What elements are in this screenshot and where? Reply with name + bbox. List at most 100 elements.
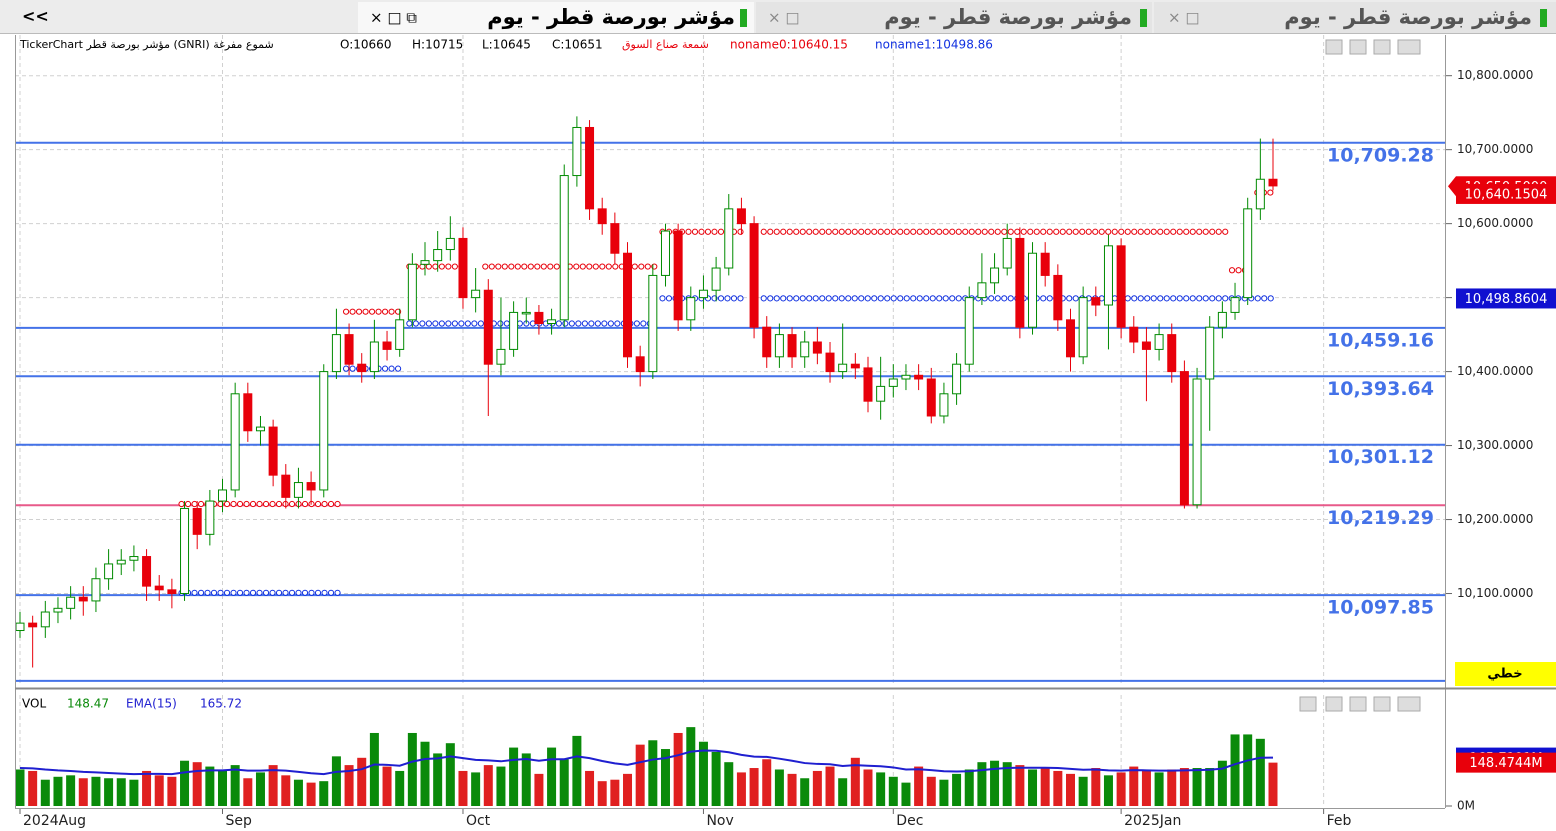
volume-bar bbox=[660, 749, 670, 806]
indicator-dot bbox=[375, 308, 382, 315]
indicator-dot bbox=[362, 308, 369, 315]
candle-body bbox=[205, 500, 215, 535]
mode-label[interactable]: خطي bbox=[1487, 667, 1522, 682]
candle-body bbox=[344, 334, 354, 365]
indicator-dot bbox=[767, 295, 774, 302]
indicator-dot bbox=[799, 228, 806, 235]
candle-body bbox=[483, 289, 493, 365]
price-tag-label: 148.4744M bbox=[1469, 756, 1542, 771]
tab[interactable] bbox=[1154, 2, 1556, 33]
candle-body bbox=[243, 393, 253, 432]
indicator-dot bbox=[1215, 228, 1222, 235]
indicator-dot bbox=[464, 320, 471, 327]
tab[interactable] bbox=[358, 2, 754, 33]
indicator-dot bbox=[793, 228, 800, 235]
volume-bar bbox=[255, 772, 265, 806]
indicator-dot bbox=[282, 589, 289, 596]
candle-body bbox=[369, 341, 379, 373]
candle-body bbox=[496, 348, 506, 365]
indicator-dot bbox=[342, 365, 350, 372]
indicator-dot bbox=[1131, 228, 1138, 235]
indicator-dot bbox=[1118, 228, 1125, 235]
indicator-dot bbox=[204, 589, 211, 596]
level-label: 10,097.85 bbox=[1327, 597, 1434, 619]
indicator-dot bbox=[942, 295, 949, 302]
tab-close[interactable]: × □ bbox=[1168, 9, 1200, 27]
candle-body bbox=[825, 352, 835, 373]
indicator-dot bbox=[243, 589, 250, 596]
tab-close[interactable]: × □ ⧉ bbox=[370, 9, 417, 27]
info-low: L:10645 bbox=[482, 38, 531, 52]
indicator-dot bbox=[614, 320, 621, 327]
indicator-dot bbox=[1131, 295, 1138, 302]
tab-close[interactable]: × □ bbox=[768, 9, 800, 27]
candle-body bbox=[1116, 245, 1126, 328]
indicator-dot bbox=[191, 589, 198, 596]
volume-bar bbox=[825, 766, 835, 806]
indicator-dot bbox=[691, 228, 699, 235]
y-tick-label: 10,300.0000 bbox=[1457, 438, 1533, 452]
volume-bar bbox=[572, 735, 582, 806]
candle-body bbox=[40, 611, 50, 628]
nav-button[interactable]: << bbox=[22, 7, 49, 26]
y-tick-label: 10,200.0000 bbox=[1457, 512, 1533, 526]
indicator-dot bbox=[236, 500, 244, 508]
indicator-dot bbox=[184, 500, 192, 508]
volume-bar bbox=[952, 773, 962, 806]
indicator-dot bbox=[419, 320, 426, 327]
indicator-dot bbox=[501, 263, 508, 270]
indicator-dot bbox=[1150, 295, 1157, 302]
indicator-dot bbox=[1040, 228, 1047, 235]
volume-bar bbox=[420, 741, 430, 806]
indicator-dot bbox=[236, 589, 244, 596]
indicator-dot bbox=[988, 295, 995, 302]
candle-body bbox=[395, 319, 405, 350]
x-tick-label: Nov bbox=[706, 813, 733, 829]
indicator-dot bbox=[737, 228, 744, 235]
volume-bar bbox=[914, 766, 924, 806]
indicator-dot bbox=[1046, 228, 1053, 235]
volume-bar bbox=[686, 727, 696, 806]
y-tick-label: 10,400.0000 bbox=[1457, 364, 1533, 378]
volume-bar bbox=[597, 781, 607, 806]
price-tag bbox=[1456, 183, 1556, 204]
volume-bar bbox=[623, 773, 633, 806]
indicator-dot bbox=[1261, 295, 1268, 302]
candle-body bbox=[167, 589, 177, 595]
volume-bar bbox=[142, 770, 152, 806]
candle-body bbox=[926, 378, 936, 417]
volume-bar bbox=[635, 744, 645, 806]
volume-bar bbox=[395, 770, 405, 806]
indicator-dot bbox=[1007, 228, 1014, 235]
indicator-dot bbox=[1066, 228, 1073, 235]
toolbar[interactable] bbox=[1299, 39, 1421, 712]
volume-bar bbox=[876, 772, 886, 806]
indicator-dot bbox=[1137, 228, 1144, 235]
candle-body bbox=[357, 363, 367, 373]
indicator-dot bbox=[1267, 295, 1274, 302]
indicator-dot bbox=[275, 500, 283, 508]
info-close: C:10651 bbox=[552, 38, 603, 52]
volume-bar bbox=[547, 747, 557, 806]
indicator-dot bbox=[327, 589, 335, 596]
candle-body bbox=[1255, 178, 1265, 210]
indicator-dot bbox=[825, 228, 832, 235]
tab-marker bbox=[740, 9, 747, 27]
indicator-dot bbox=[579, 263, 586, 270]
candle-body bbox=[623, 252, 633, 358]
candle-body bbox=[977, 282, 987, 299]
candle-body bbox=[990, 267, 1000, 284]
candle-body bbox=[711, 267, 721, 291]
indicator-dot bbox=[1079, 228, 1086, 235]
mode-box[interactable] bbox=[1455, 662, 1556, 686]
candle-body bbox=[382, 341, 392, 350]
volume-bar bbox=[369, 732, 379, 806]
indicator-dot bbox=[534, 263, 541, 270]
volume-bar bbox=[483, 765, 493, 806]
indicator-dot bbox=[1196, 295, 1203, 302]
candle-body bbox=[939, 393, 949, 417]
tab[interactable] bbox=[756, 2, 1152, 33]
indicator-dot bbox=[1157, 228, 1164, 235]
y-tick-label: 10,700.0000 bbox=[1457, 142, 1533, 156]
volume-bar bbox=[977, 762, 987, 806]
